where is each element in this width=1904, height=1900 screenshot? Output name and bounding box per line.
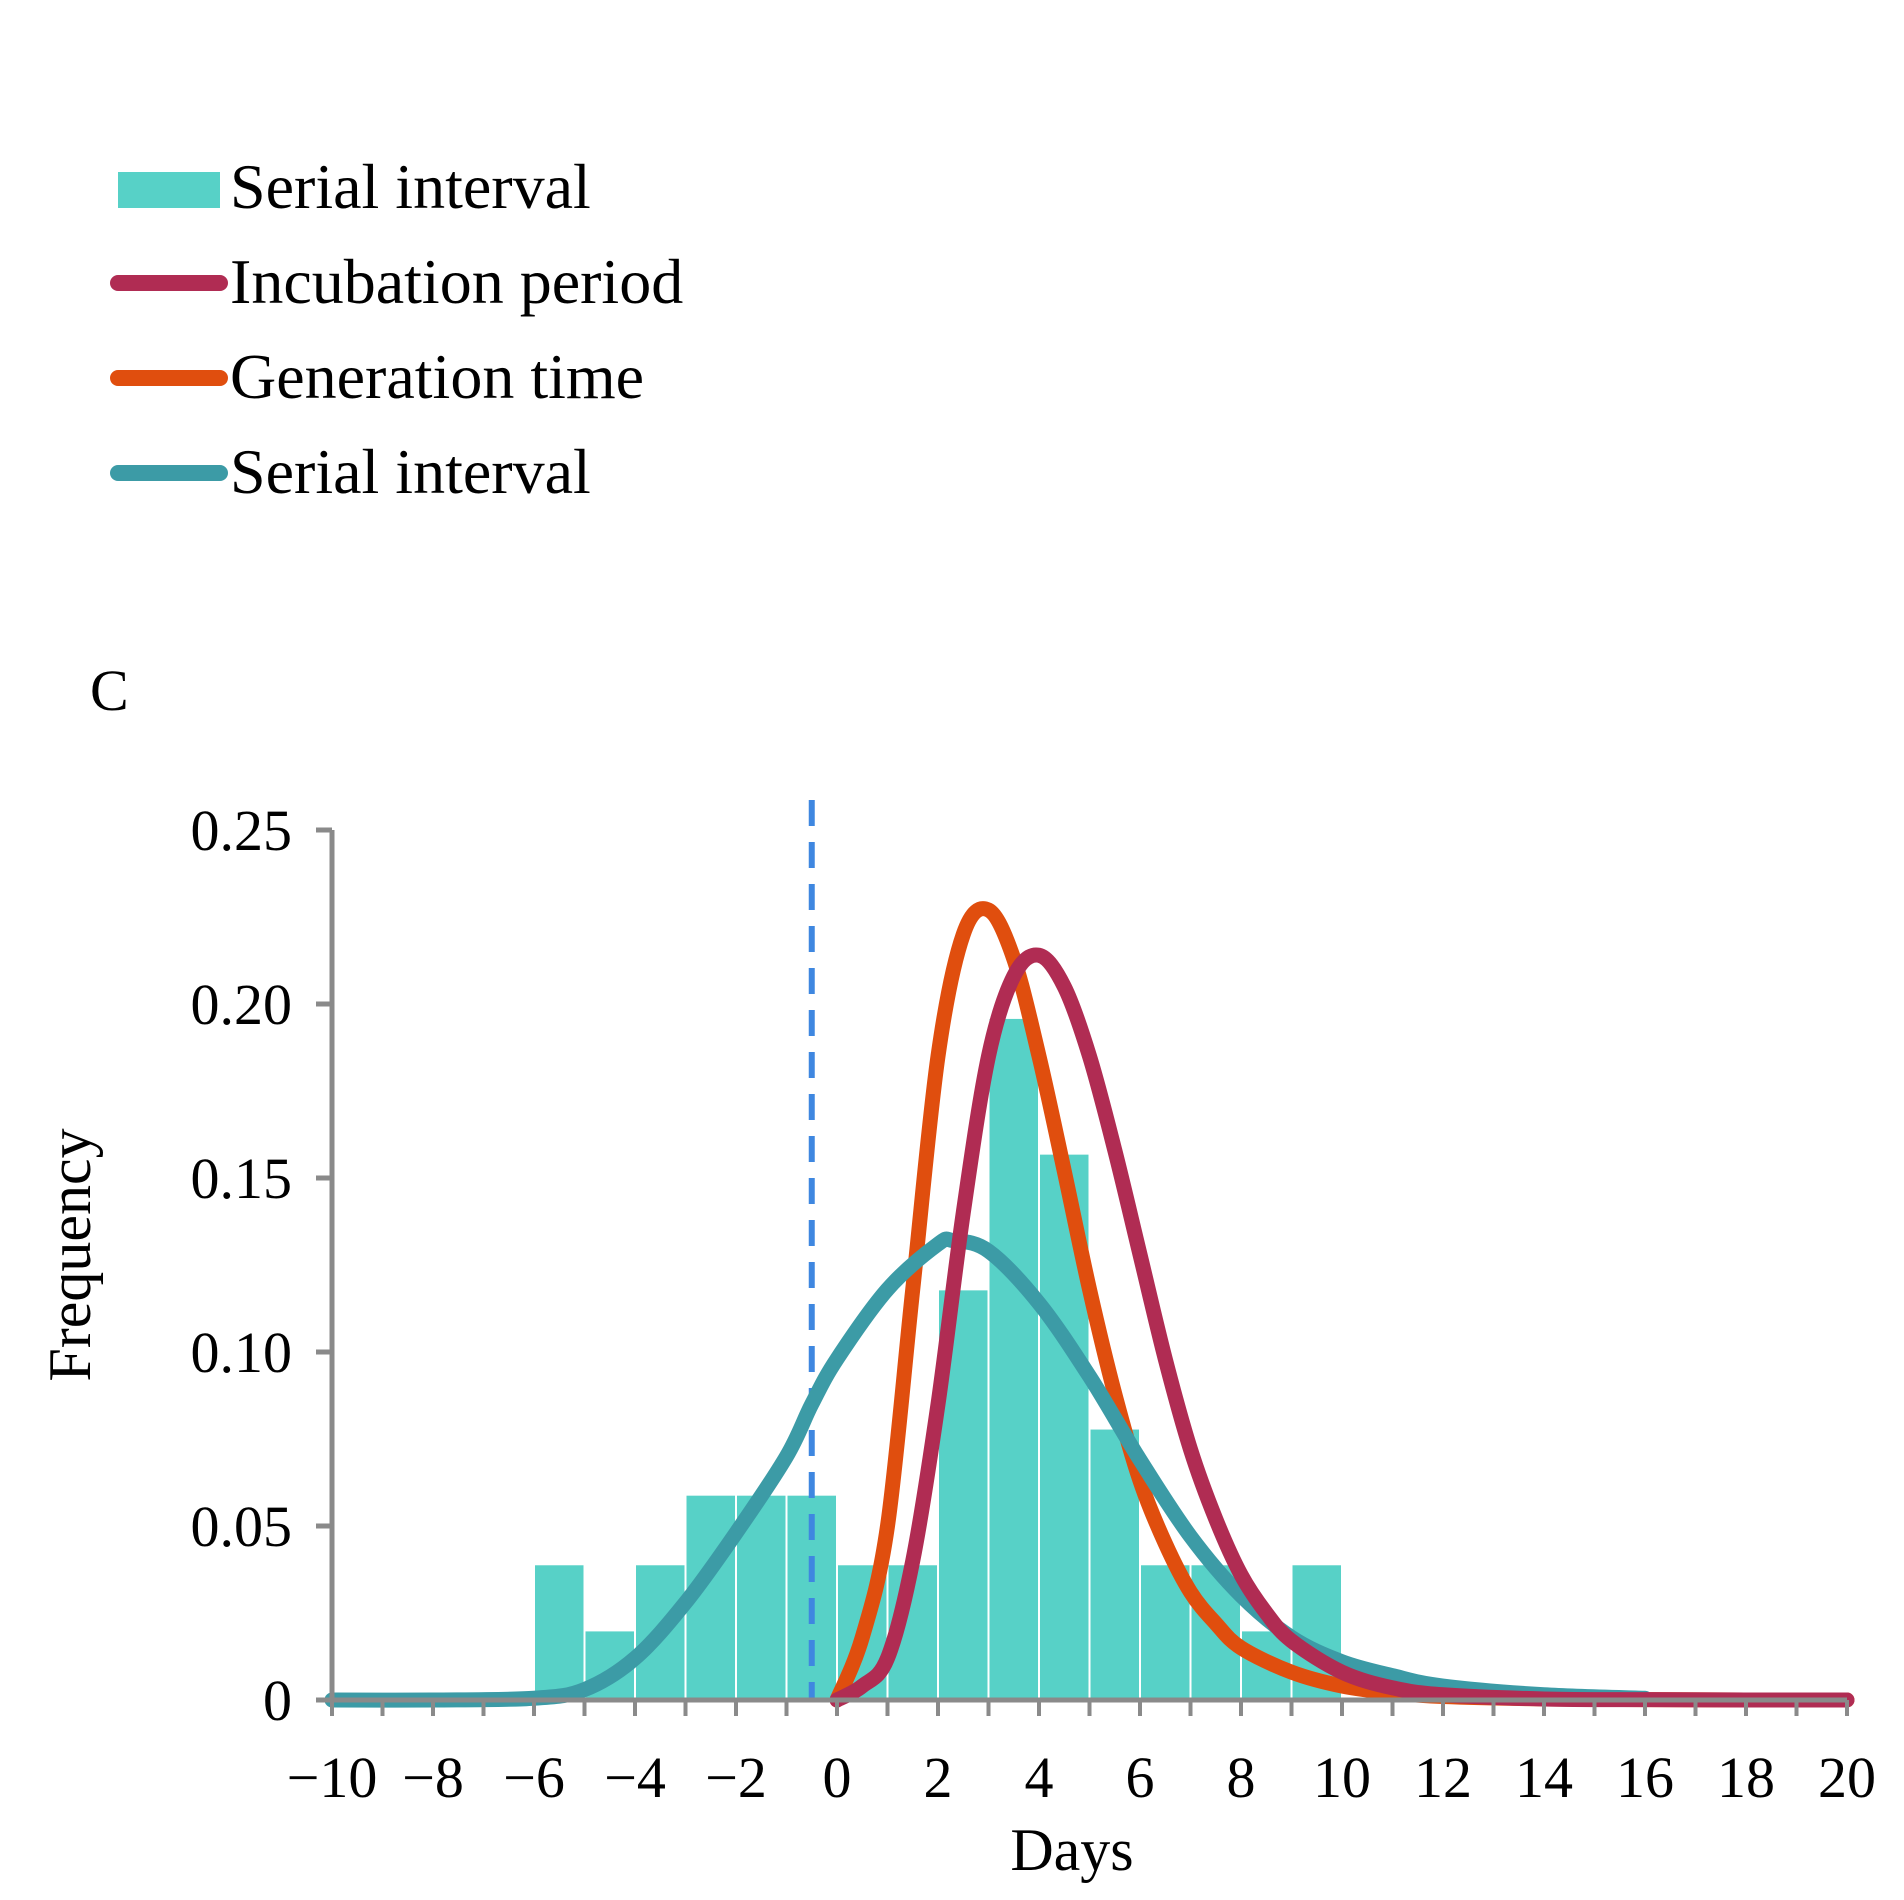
legend-label-generation-time: Generation time bbox=[230, 341, 644, 412]
x-tick-label-9: 8 bbox=[1227, 1745, 1256, 1810]
legend-label-serial-interval-bar: Serial interval bbox=[230, 151, 591, 222]
y-tick-label-4: 0.20 bbox=[191, 972, 293, 1037]
legend-label-incubation-period: Incubation period bbox=[230, 246, 683, 317]
x-tick-label-7: 4 bbox=[1025, 1745, 1054, 1810]
x-tick-label-11: 12 bbox=[1414, 1745, 1472, 1810]
histogram-bar-0 bbox=[533, 1563, 586, 1702]
y-tick-label-5: 0.25 bbox=[191, 798, 293, 863]
x-tick-label-12: 14 bbox=[1515, 1745, 1573, 1810]
x-tick-label-3: −4 bbox=[604, 1745, 666, 1810]
x-tick-label-14: 18 bbox=[1717, 1745, 1775, 1810]
x-axis-title: Days bbox=[1010, 1817, 1133, 1883]
y-tick-label-1: 0.05 bbox=[191, 1494, 293, 1559]
x-tick-label-13: 16 bbox=[1616, 1745, 1674, 1810]
x-tick-label-0: −10 bbox=[287, 1745, 378, 1810]
density-curves bbox=[324, 901, 1855, 1708]
y-tick-label-3: 0.15 bbox=[191, 1146, 293, 1211]
x-tick-label-2: −6 bbox=[503, 1745, 565, 1810]
series-line-incubation-period bbox=[829, 947, 1855, 1708]
histogram-bar-9 bbox=[987, 1016, 1040, 1701]
legend: Serial interval Incubation period Genera… bbox=[110, 151, 683, 507]
x-tick-label-15: 20 bbox=[1818, 1745, 1876, 1810]
y-tick-label-0: 0 bbox=[263, 1668, 292, 1733]
x-tick-label-6: 2 bbox=[924, 1745, 953, 1810]
axes: 0 0.05 0.10 0.15 0.20 0.25 −10 −8 −6 −4 −2 0 2 4 6 8 10 1… bbox=[191, 798, 1877, 1810]
x-tick-label-8: 6 bbox=[1126, 1745, 1155, 1810]
x-tick-label-10: 10 bbox=[1313, 1745, 1371, 1810]
x-tick-label-4: −2 bbox=[705, 1745, 767, 1810]
y-axis-title: Frequency bbox=[37, 1128, 103, 1381]
x-tick-label-5: 0 bbox=[823, 1745, 852, 1810]
legend-label-serial-interval-line: Serial interval bbox=[230, 436, 591, 507]
panel-label: C bbox=[90, 658, 129, 723]
x-tick-label-1: −8 bbox=[402, 1745, 464, 1810]
y-tick-label-2: 0.10 bbox=[191, 1320, 293, 1385]
legend-swatch-serial-interval-bar bbox=[118, 172, 220, 208]
